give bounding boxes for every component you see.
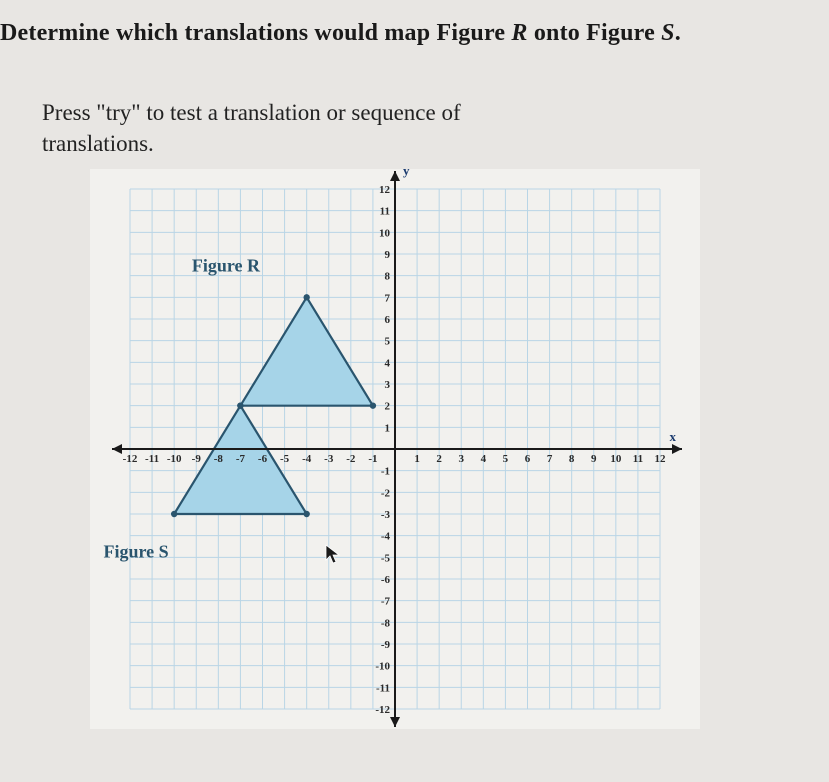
svg-text:-8: -8 bbox=[214, 453, 224, 465]
svg-text:-11: -11 bbox=[145, 453, 159, 465]
svg-text:10: 10 bbox=[610, 453, 622, 465]
svg-text:-1: -1 bbox=[368, 453, 377, 465]
svg-text:-5: -5 bbox=[280, 453, 290, 465]
svg-text:-10: -10 bbox=[375, 661, 390, 673]
svg-text:2: 2 bbox=[436, 453, 442, 465]
svg-text:11: 11 bbox=[633, 453, 643, 465]
svg-text:9: 9 bbox=[385, 249, 391, 261]
svg-text:-6: -6 bbox=[258, 453, 268, 465]
svg-text:-7: -7 bbox=[381, 596, 391, 608]
q-var-r: R bbox=[511, 20, 527, 46]
svg-text:Figure S: Figure S bbox=[104, 542, 169, 562]
q-prefix: Determine which translations would map F… bbox=[0, 20, 511, 46]
svg-text:12: 12 bbox=[655, 453, 667, 465]
svg-text:4: 4 bbox=[481, 453, 487, 465]
q-mid: onto Figure bbox=[528, 20, 662, 46]
svg-text:-5: -5 bbox=[381, 553, 391, 565]
svg-text:7: 7 bbox=[547, 453, 553, 465]
svg-text:6: 6 bbox=[525, 453, 531, 465]
svg-text:7: 7 bbox=[385, 293, 391, 305]
svg-text:1: 1 bbox=[385, 423, 391, 435]
svg-text:-4: -4 bbox=[381, 531, 391, 543]
svg-text:2: 2 bbox=[385, 401, 391, 413]
svg-text:-9: -9 bbox=[192, 453, 202, 465]
svg-text:11: 11 bbox=[380, 206, 390, 218]
svg-text:-12: -12 bbox=[375, 704, 390, 716]
instr-line2: translations. bbox=[42, 128, 682, 159]
svg-text:3: 3 bbox=[385, 379, 391, 391]
svg-text:-12: -12 bbox=[123, 453, 138, 465]
svg-text:y: y bbox=[403, 169, 410, 178]
grid-svg: xy-12-11-10-9-8-7-6-5-4-3-2-112345678910… bbox=[90, 169, 700, 729]
question-title: Determine which translations would map F… bbox=[0, 18, 809, 49]
svg-text:4: 4 bbox=[385, 358, 391, 370]
svg-text:3: 3 bbox=[459, 453, 465, 465]
q-suffix: . bbox=[675, 20, 681, 46]
q-var-s: S bbox=[661, 20, 675, 46]
svg-text:-4: -4 bbox=[302, 453, 312, 465]
svg-text:8: 8 bbox=[385, 271, 391, 283]
svg-text:-10: -10 bbox=[167, 453, 182, 465]
svg-text:-6: -6 bbox=[381, 574, 391, 586]
svg-text:8: 8 bbox=[569, 453, 575, 465]
svg-text:6: 6 bbox=[385, 314, 391, 326]
svg-text:-2: -2 bbox=[346, 453, 356, 465]
svg-text:-8: -8 bbox=[381, 618, 391, 630]
svg-text:x: x bbox=[670, 429, 677, 444]
instruction-text: Press "try" to test a translation or seq… bbox=[42, 97, 682, 159]
svg-text:9: 9 bbox=[591, 453, 597, 465]
svg-text:10: 10 bbox=[379, 228, 391, 240]
svg-text:-7: -7 bbox=[236, 453, 246, 465]
svg-text:12: 12 bbox=[379, 184, 391, 196]
instr-line1: Press "try" to test a translation or seq… bbox=[42, 97, 682, 128]
svg-text:5: 5 bbox=[385, 336, 391, 348]
svg-text:-3: -3 bbox=[381, 509, 391, 521]
svg-text:-11: -11 bbox=[376, 683, 390, 695]
svg-text:Figure R: Figure R bbox=[192, 256, 261, 276]
svg-text:-3: -3 bbox=[324, 453, 334, 465]
svg-text:-2: -2 bbox=[381, 488, 391, 500]
svg-text:5: 5 bbox=[503, 453, 509, 465]
svg-text:-1: -1 bbox=[381, 466, 390, 478]
svg-text:1: 1 bbox=[414, 453, 420, 465]
coordinate-graph[interactable]: xy-12-11-10-9-8-7-6-5-4-3-2-112345678910… bbox=[90, 169, 700, 729]
svg-text:-9: -9 bbox=[381, 639, 391, 651]
